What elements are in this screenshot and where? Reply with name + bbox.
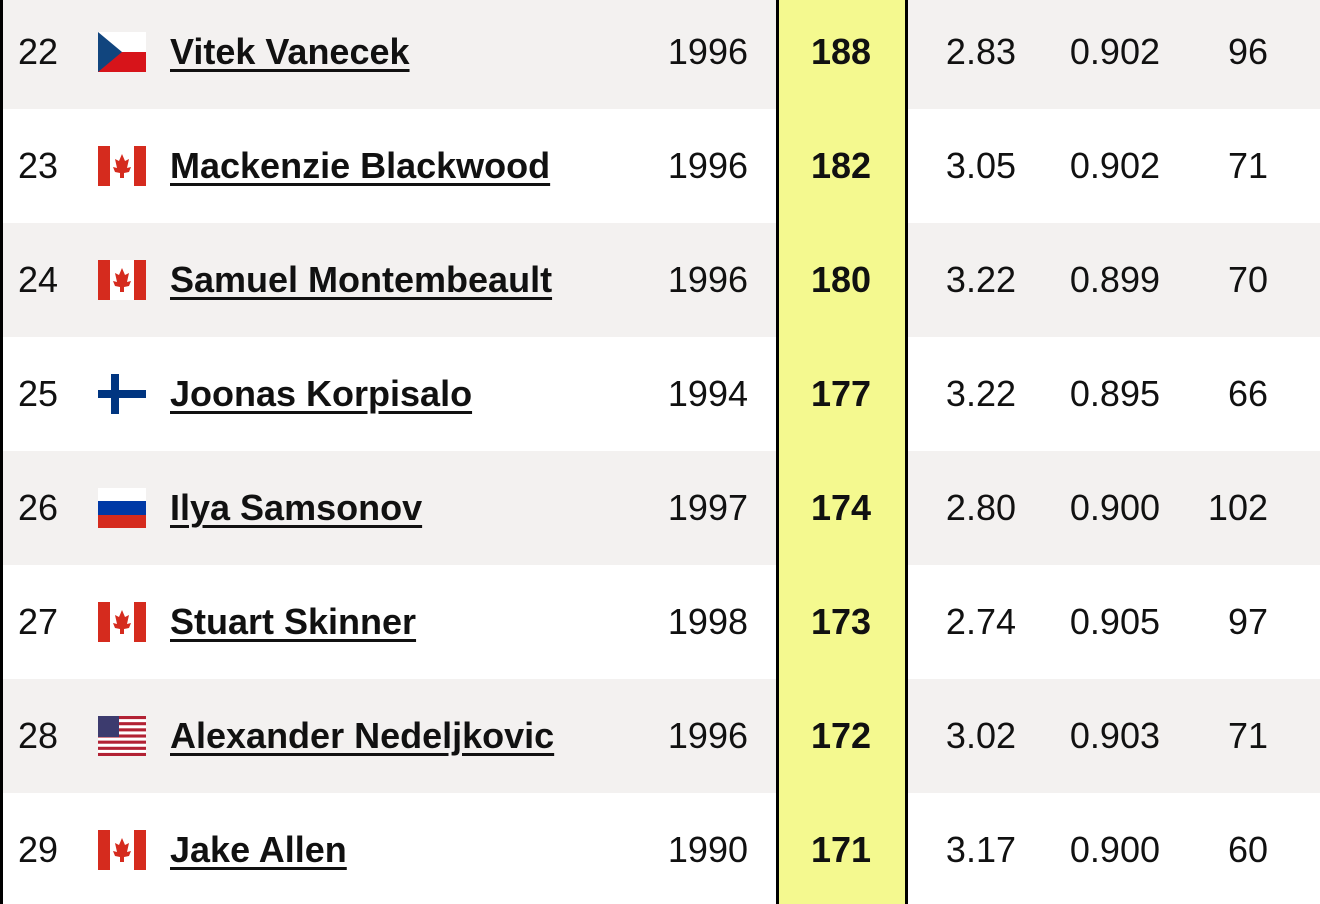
rank: 22: [18, 31, 59, 72]
games-played: 102: [1207, 487, 1268, 528]
player-name[interactable]: Joonas Korpisalo: [170, 373, 473, 414]
row: 24 Samuel Montembeault 1996 180 3.22 0.899 70: [0, 223, 1320, 337]
points: 174: [810, 487, 872, 528]
birth-year: 1996: [667, 31, 748, 72]
row-background: [0, 679, 1320, 793]
row: 25 Joonas Korpisalo 1994 177 3.22 0.895 66: [0, 337, 1320, 451]
player-name[interactable]: Stuart Skinner: [170, 601, 417, 642]
rank: 28: [18, 715, 59, 756]
row: 22 Vitek Vanecek 1996 188 2.83 0.902 96: [0, 0, 1320, 109]
gaa: 3.22: [945, 373, 1016, 414]
flag: [98, 374, 146, 414]
row-background: [0, 451, 1320, 565]
row: 27 Stuart Skinner 1998 173 2.74 0.905 97: [0, 565, 1320, 679]
birth-year: 1996: [667, 715, 748, 756]
games-played: 70: [1227, 259, 1268, 300]
row: 26 Ilya Samsonov 1997 174 2.80 0.900 102: [0, 451, 1320, 565]
flag: [98, 488, 146, 528]
gaa: 3.05: [945, 145, 1016, 186]
birth-year: 1997: [667, 487, 748, 528]
player-name[interactable]: Samuel Montembeault: [170, 259, 553, 300]
player-name[interactable]: Jake Allen: [170, 829, 347, 870]
games-played: 60: [1227, 829, 1268, 870]
games-played: 96: [1227, 31, 1268, 72]
save-pct: 0.902: [1069, 145, 1160, 186]
flag: [98, 32, 146, 72]
save-pct: 0.905: [1069, 601, 1160, 642]
points: 180: [810, 259, 872, 300]
points: 173: [810, 601, 872, 642]
games-played: 66: [1227, 373, 1268, 414]
gaa: 2.83: [945, 31, 1016, 72]
highlight-column: [776, 0, 908, 904]
row: 23 Mackenzie Blackwood 1996 182 3.05 0.902 71: [0, 109, 1320, 223]
gaa: 3.02: [945, 715, 1016, 756]
birth-year: 1990: [667, 829, 748, 870]
flag: [98, 260, 146, 300]
save-pct: 0.902: [1069, 31, 1160, 72]
games-played: 71: [1227, 145, 1268, 186]
rank: 24: [18, 259, 59, 300]
points: 172: [810, 715, 872, 756]
player-name[interactable]: Vitek Vanecek: [170, 31, 410, 72]
player-name[interactable]: Ilya Samsonov: [170, 487, 423, 528]
player-name[interactable]: Alexander Nedeljkovic: [170, 715, 555, 756]
flag: [98, 830, 146, 870]
save-pct: 0.903: [1069, 715, 1160, 756]
rank: 25: [18, 373, 59, 414]
gaa: 2.74: [945, 601, 1016, 642]
save-pct: 0.899: [1069, 259, 1160, 300]
gaa: 2.80: [945, 487, 1016, 528]
save-pct: 0.900: [1069, 487, 1160, 528]
games-played: 71: [1227, 715, 1268, 756]
row: 28 Alexander Nedeljkovic 1996 172 3.02 0.903 7…: [0, 679, 1320, 793]
table-border: [0, 0, 3, 904]
birth-year: 1994: [667, 373, 748, 414]
birth-year: 1996: [667, 259, 748, 300]
rank: 26: [18, 487, 59, 528]
birth-year: 1998: [667, 601, 748, 642]
flag: [98, 716, 146, 756]
birth-year: 1996: [667, 145, 748, 186]
games-played: 97: [1227, 601, 1268, 642]
save-pct: 0.895: [1069, 373, 1160, 414]
save-pct: 0.900: [1069, 829, 1160, 870]
row-background: [0, 0, 1320, 109]
flag: [98, 146, 146, 186]
gaa: 3.22: [945, 259, 1016, 300]
row: 29 Jake Allen 1990 171 3.17 0.900 60: [0, 793, 1320, 904]
gaa: 3.17: [945, 829, 1016, 870]
rank: 29: [18, 829, 59, 870]
rank: 23: [18, 145, 59, 186]
row-background: [0, 223, 1320, 337]
points: 177: [810, 373, 872, 414]
points: 188: [810, 31, 872, 72]
points: 182: [810, 145, 872, 186]
rank: 27: [18, 601, 59, 642]
points: 171: [810, 829, 872, 870]
flag: [98, 602, 146, 642]
player-name[interactable]: Mackenzie Blackwood: [170, 145, 551, 186]
